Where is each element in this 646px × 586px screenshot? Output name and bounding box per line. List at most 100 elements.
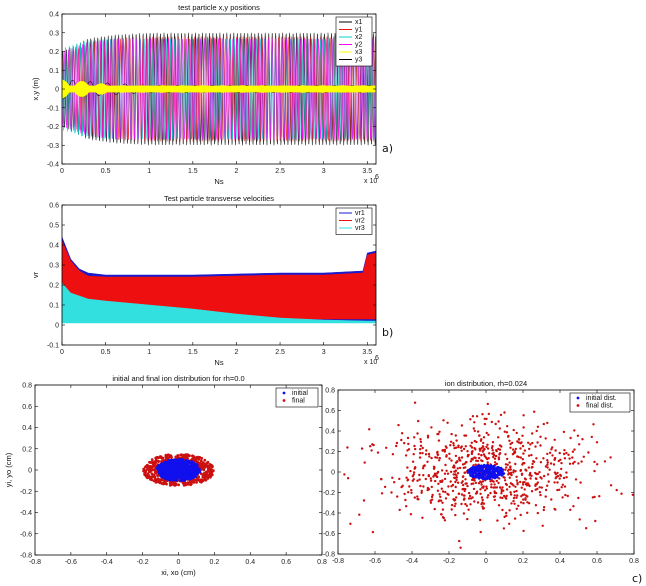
point-final dist. xyxy=(470,446,474,449)
legend-marker xyxy=(576,396,580,400)
point-final dist. xyxy=(609,484,613,487)
point-final dist. xyxy=(568,462,572,465)
point-final dist. xyxy=(573,448,576,451)
point-final dist. xyxy=(461,463,465,466)
point-final xyxy=(203,458,207,462)
y-tick-label: -0.6 xyxy=(323,531,335,538)
point-final dist. xyxy=(510,473,513,477)
point-final dist. xyxy=(512,469,515,472)
point-initial xyxy=(162,474,167,478)
point-final xyxy=(199,472,203,476)
point-final dist. xyxy=(412,473,415,476)
point-final dist. xyxy=(497,458,501,461)
y-tick-label: 0 xyxy=(55,323,59,330)
point-initial xyxy=(171,469,175,473)
point-final dist. xyxy=(455,439,458,442)
y-tick-label: -0.8 xyxy=(20,553,32,560)
point-final dist. xyxy=(524,478,527,481)
y-tick-label: -0.1 xyxy=(47,105,59,112)
x-tick-label: 3 xyxy=(322,168,326,175)
point-final dist. xyxy=(406,479,409,482)
point-final dist. xyxy=(346,446,349,449)
point-final dist. xyxy=(519,480,522,484)
point-final dist. xyxy=(464,478,467,481)
point-final xyxy=(152,468,155,472)
x-tick-label: 2 xyxy=(234,349,238,356)
point-final dist. xyxy=(505,483,508,487)
x-tick-label: 0.5 xyxy=(101,168,111,175)
point-final dist. xyxy=(444,490,447,494)
x-tick-label: -0.2 xyxy=(443,558,455,565)
point-final dist. xyxy=(453,447,456,450)
point-final dist. xyxy=(509,466,512,469)
plot-content xyxy=(142,453,215,487)
point-final dist. xyxy=(522,502,525,505)
point-final dist. xyxy=(429,501,433,504)
point-final dist. xyxy=(438,459,441,462)
point-final xyxy=(200,456,204,460)
point-initial xyxy=(185,464,189,468)
point-final dist. xyxy=(531,462,534,466)
point-final dist. xyxy=(512,499,515,503)
point-final dist. xyxy=(497,481,500,485)
point-initial dist. xyxy=(490,473,493,477)
point-final dist. xyxy=(413,436,416,439)
point-final dist. xyxy=(465,504,469,507)
point-initial xyxy=(163,460,167,464)
point-final dist. xyxy=(562,452,566,456)
point-final dist. xyxy=(422,485,425,488)
point-final dist. xyxy=(407,442,410,446)
point-final dist. xyxy=(495,479,498,483)
point-final dist. xyxy=(513,517,517,520)
point-final dist. xyxy=(440,469,444,472)
series-x3 xyxy=(62,79,376,99)
point-final dist. xyxy=(440,487,443,490)
point-final dist. xyxy=(395,441,399,445)
point-final dist. xyxy=(577,496,580,500)
point-final dist. xyxy=(427,452,431,456)
point-final dist. xyxy=(505,466,508,469)
x-tick-label: -0.2 xyxy=(137,559,149,566)
point-final dist. xyxy=(495,449,498,452)
point-initial xyxy=(168,473,172,477)
point-final dist. xyxy=(480,481,483,484)
point-final dist. xyxy=(467,491,471,495)
point-final dist. xyxy=(492,451,495,455)
y-tick-label: 0.5 xyxy=(49,223,59,230)
point-final dist. xyxy=(433,474,436,477)
point-final dist. xyxy=(503,411,506,414)
point-final dist. xyxy=(346,477,350,480)
y-tick-label: 0.2 xyxy=(49,283,59,290)
point-final dist. xyxy=(553,458,556,461)
point-final dist. xyxy=(395,444,398,448)
point-final dist. xyxy=(426,460,429,463)
point-final dist. xyxy=(442,419,445,422)
point-final dist. xyxy=(481,501,484,504)
point-initial xyxy=(180,467,184,471)
point-final dist. xyxy=(501,508,504,512)
point-final dist. xyxy=(520,495,523,498)
point-final dist. xyxy=(530,490,534,493)
point-final dist. xyxy=(527,441,530,444)
point-final dist. xyxy=(546,463,549,466)
point-final dist. xyxy=(486,447,490,450)
point-final dist. xyxy=(462,475,465,478)
point-final dist. xyxy=(469,444,472,447)
point-final dist. xyxy=(464,471,467,474)
point-initial dist. xyxy=(487,476,490,480)
point-final dist. xyxy=(441,449,444,452)
point-final dist. xyxy=(492,455,495,459)
point-final dist. xyxy=(436,489,440,492)
point-final xyxy=(210,464,214,467)
x-tick-label: 0.5 xyxy=(101,349,111,356)
point-final dist. xyxy=(503,515,506,519)
point-final dist. xyxy=(546,473,550,476)
point-initial xyxy=(186,467,190,472)
point-final dist. xyxy=(481,450,484,453)
point-final dist. xyxy=(565,476,568,479)
point-final dist. xyxy=(481,498,484,502)
legend-marker xyxy=(282,399,286,402)
y-tick-label: 0 xyxy=(28,468,32,475)
point-final dist. xyxy=(349,522,352,525)
point-final dist. xyxy=(487,412,490,416)
